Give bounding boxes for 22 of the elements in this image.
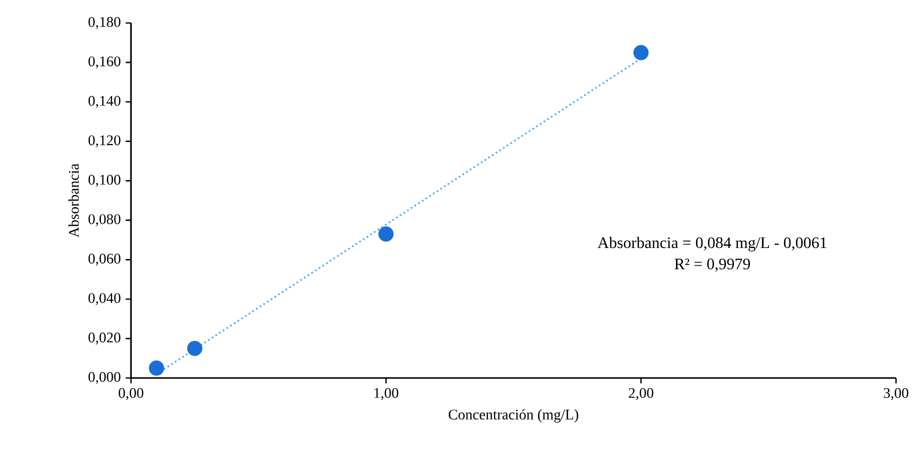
x-tick-label: 2,00 bbox=[628, 388, 654, 400]
x-axis-title: Concentración (mg/L) bbox=[448, 409, 578, 423]
y-tick-label: 0,080 bbox=[88, 214, 120, 226]
y-tick-label: 0,140 bbox=[88, 96, 120, 108]
x-tick-label: 0,00 bbox=[118, 388, 144, 400]
y-axis-title: Absorbancia bbox=[68, 164, 79, 238]
y-tick-label: 0,100 bbox=[88, 174, 120, 187]
y-tick-label: 0,020 bbox=[88, 332, 120, 345]
x-tick-label: 1,00 bbox=[374, 388, 398, 400]
y-tick-label: 0,180 bbox=[88, 17, 120, 30]
point bbox=[633, 44, 649, 60]
y-tick-label: 0,160 bbox=[88, 56, 120, 68]
y-tick-label: 0,040 bbox=[88, 293, 120, 306]
y-tick-label: 0,000 bbox=[88, 372, 120, 384]
y-tick-label: 0,060 bbox=[88, 254, 120, 266]
point bbox=[378, 226, 394, 242]
point bbox=[187, 340, 202, 356]
y-tick-label: 0,120 bbox=[88, 135, 120, 148]
point bbox=[148, 360, 164, 376]
annotation: Absorbancia = 0,084 mg/L - 0,0061 bbox=[598, 236, 826, 252]
x-tick-label: 3,00 bbox=[884, 388, 908, 400]
annotation: R² = 0,9979 bbox=[674, 258, 750, 272]
